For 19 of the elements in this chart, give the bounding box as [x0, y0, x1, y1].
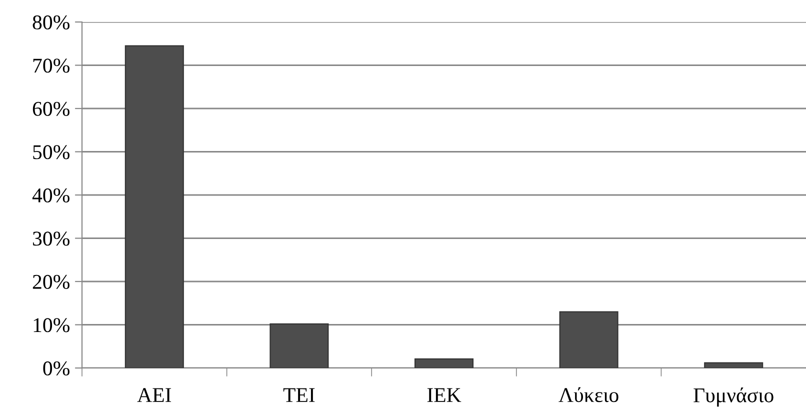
y-tick-label: 40%	[32, 188, 70, 202]
bar	[270, 323, 329, 368]
y-tick-label: 80%	[32, 15, 70, 30]
y-tick-label: 60%	[32, 102, 70, 116]
y-tick-label: 30%	[33, 232, 70, 246]
x-tick-label: Λύκειο	[558, 387, 618, 402]
y-tick-label: 20%	[32, 274, 70, 289]
x-tick-label: Γυμνάσιο	[694, 387, 774, 407]
x-tick-label: ΙΕΚ	[427, 388, 462, 402]
bar	[124, 45, 184, 368]
bar	[559, 311, 618, 368]
bar	[704, 362, 764, 368]
y-tick-label: 10%	[34, 318, 70, 332]
bar	[414, 358, 474, 368]
x-tick-label: ΑΕΙ	[137, 388, 172, 402]
y-tick-label: 50%	[33, 145, 70, 160]
x-tick-label: ΤΕΙ	[283, 388, 315, 402]
y-tick-label: 70%	[33, 58, 70, 73]
y-tick-label: 0%	[43, 361, 70, 376]
